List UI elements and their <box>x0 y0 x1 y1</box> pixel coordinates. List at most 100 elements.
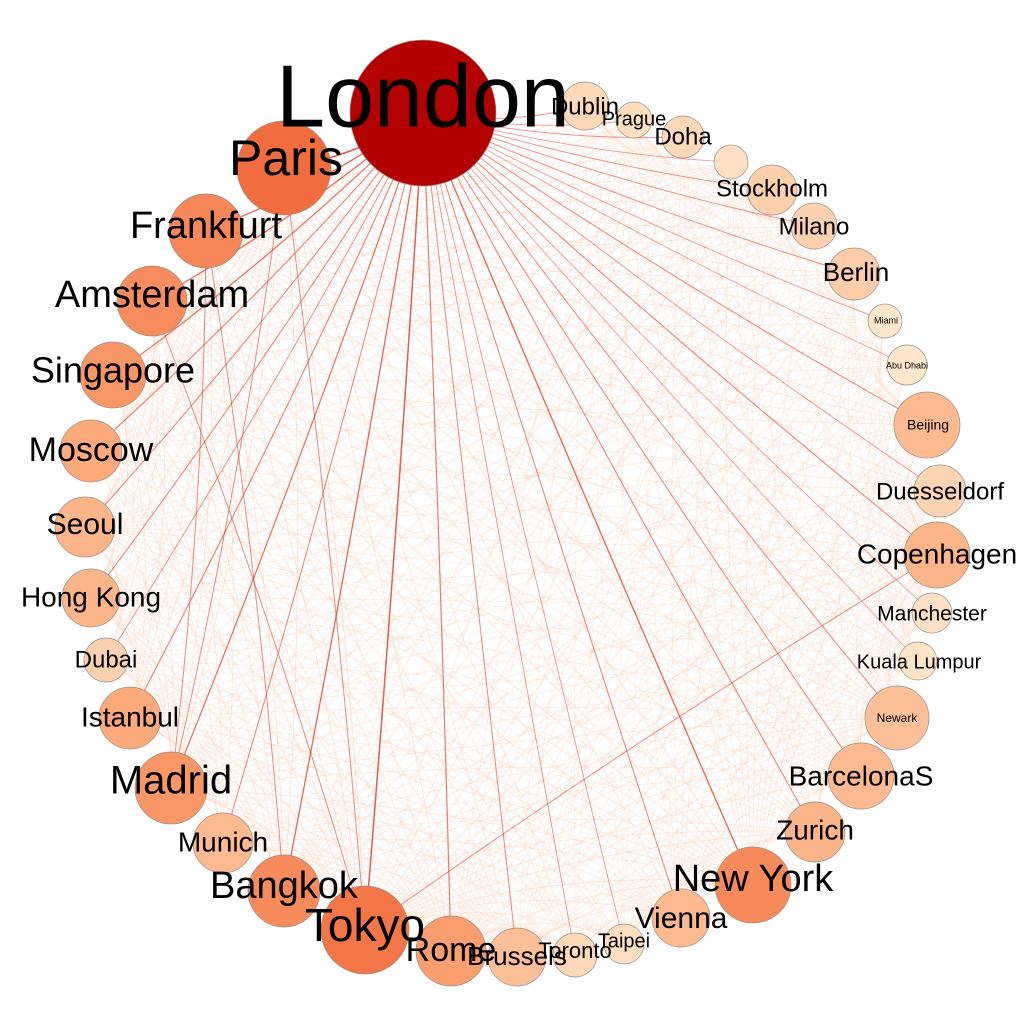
edge-New York-Rome <box>450 882 754 952</box>
edge-Kuala Lumpur-Taipei <box>623 660 919 945</box>
edge-hub-Duesseldorf <box>422 112 941 492</box>
edge-BarcelonaS-Frankfurt <box>205 230 862 777</box>
edge-Vienna-Hong Kong <box>90 597 682 919</box>
edge-Duesseldorf-Singapore <box>112 374 941 492</box>
edge-unlabeled-Dubai <box>105 161 732 661</box>
node-prague[interactable] <box>615 101 653 139</box>
edge-Zurich-Singapore <box>112 374 816 833</box>
node-unlabeled[interactable] <box>713 144 749 180</box>
node-munich[interactable] <box>192 812 254 874</box>
edge-Milano-Rome <box>450 225 815 952</box>
edge-Berlin-Bangkok <box>283 273 855 892</box>
node-miami[interactable] <box>867 303 903 339</box>
edge-Duesseldorf-Taipei <box>623 490 941 945</box>
node-zurich[interactable] <box>784 801 846 863</box>
edge-Prague-Taipei <box>620 119 635 945</box>
edge-Tokyo-Amsterdam <box>151 300 366 931</box>
node-milano[interactable] <box>790 202 838 250</box>
node-label-dubai: Dubai <box>75 646 138 673</box>
node-dublin[interactable] <box>560 81 610 131</box>
node-barcelonas[interactable] <box>827 742 895 810</box>
edge-Toronto-Amsterdam <box>151 300 576 956</box>
edge-BarcelonaS-Madrid <box>170 766 862 789</box>
node-hong-kong[interactable] <box>61 568 121 628</box>
edge-Copenhagen-Istanbul <box>129 554 938 719</box>
edge-Abu Dhabi-Frankfurt <box>205 230 908 366</box>
node-bangkok[interactable] <box>247 854 321 928</box>
node-amsterdam[interactable] <box>116 265 188 337</box>
node-dubai[interactable] <box>83 637 129 683</box>
edge-BarcelonaS-Tokyo <box>364 775 862 931</box>
node-copenhagen[interactable] <box>903 521 971 589</box>
node-paris[interactable] <box>236 120 332 216</box>
node-new-york[interactable] <box>714 846 792 924</box>
edge-Dublin-Newark <box>584 105 898 719</box>
node-rome[interactable] <box>415 915 487 987</box>
node-taipei[interactable] <box>603 923 645 965</box>
node-singapore[interactable] <box>79 341 147 409</box>
node-moscow[interactable] <box>59 419 123 483</box>
edge-Duesseldorf-Munich <box>222 490 941 844</box>
node-madrid[interactable] <box>134 751 208 825</box>
node-label-zurich: Zurich <box>776 814 854 845</box>
edge-Dublin-Zurich <box>584 105 816 833</box>
node-vienna[interactable] <box>651 888 711 948</box>
edge-unlabeled-Moscow <box>90 161 732 452</box>
edge-Doha-New York <box>682 136 754 886</box>
node-brussels[interactable] <box>487 927 547 987</box>
node-kuala-lumpur[interactable] <box>898 641 938 681</box>
edge-Amsterdam-Tokyo <box>151 300 366 931</box>
node-duesseldorf[interactable] <box>913 464 967 518</box>
edge-Beijing-Paris <box>283 167 928 426</box>
node-seoul[interactable] <box>54 496 116 558</box>
edge-Kuala Lumpur-Hong Kong <box>90 597 919 662</box>
node-london[interactable] <box>349 39 497 187</box>
node-newark[interactable] <box>864 685 930 751</box>
edge-Taipei-Amsterdam <box>151 300 625 945</box>
node-berlin[interactable] <box>827 247 881 301</box>
edge-Dubai-Paris <box>105 167 285 661</box>
node-label-dublin: Dublin <box>551 93 619 120</box>
edge-Seoul-Frankfurt <box>84 230 207 528</box>
edge-Miami-Rome <box>450 320 886 952</box>
edge-Beijing-Newark <box>885 424 928 719</box>
edge-Copenhagen-Tokyo <box>364 554 938 931</box>
node-tokyo[interactable] <box>320 885 410 975</box>
edge-Madrid-Paris <box>170 167 285 789</box>
node-toronto[interactable] <box>552 932 598 978</box>
node-frankfurt[interactable] <box>168 193 244 269</box>
edge-Beijing-Amsterdam <box>151 300 928 426</box>
edge-hub-Madrid <box>170 112 424 789</box>
edge-Copenhagen-Vienna <box>680 554 938 919</box>
node-manchester[interactable] <box>911 592 953 634</box>
edge-Doha-Istanbul <box>129 136 684 719</box>
edge-Dublin-Rome <box>450 105 586 952</box>
edge-unlabeled-Zurich <box>730 161 816 833</box>
edge-Vienna-Seoul <box>84 526 682 919</box>
edge-Kuala Lumpur-Singapore <box>112 374 919 662</box>
edge-Dublin-BarcelonaS <box>584 105 862 777</box>
node-abu-dhabi[interactable] <box>886 344 928 386</box>
edge-Doha-Vienna <box>671 136 684 919</box>
edge-Stockholm-Beijing <box>771 189 928 426</box>
edge-unlabeled-BarcelonaS <box>730 161 862 777</box>
node-doha[interactable] <box>661 115 705 159</box>
edge-Abu Dhabi-Rome <box>450 364 908 952</box>
edge-Duesseldorf-Dubai <box>105 490 941 661</box>
edge-New York-Dubai <box>105 659 754 886</box>
edge-unlabeled-Munich <box>222 161 732 844</box>
edge-Rome-Amsterdam <box>151 300 452 952</box>
edge-Dubai-Amsterdam <box>105 300 159 661</box>
node-stockholm[interactable] <box>746 164 798 216</box>
edge-Brussels-Amsterdam <box>151 300 518 958</box>
edge-Stockholm-Zurich <box>769 189 816 833</box>
edge-New York-Madrid <box>170 787 754 886</box>
edge-New York-Amsterdam <box>151 300 754 886</box>
edge-Miami-Seoul <box>84 320 886 528</box>
node-beijing[interactable] <box>893 391 961 459</box>
edge-Brussels-Madrid <box>170 787 518 958</box>
node-istanbul[interactable] <box>98 686 162 750</box>
edge-Copenhagen-Frankfurt <box>205 230 938 556</box>
